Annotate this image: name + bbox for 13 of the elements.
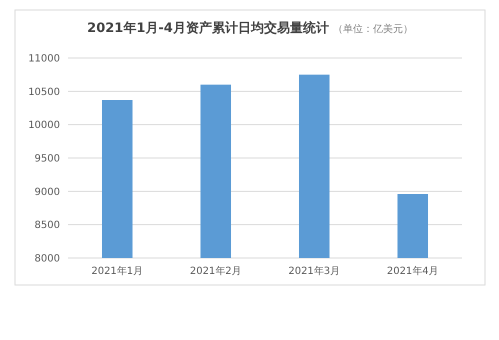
y-tick-label: 9000 [34,186,60,198]
x-tick-label: 2021年1月 [91,265,144,277]
x-tick-label: 2021年2月 [190,265,242,277]
x-tick-label: 2021年3月 [288,265,340,277]
y-tick-label: 10000 [28,120,60,132]
y-tick-label: 10500 [28,86,60,98]
y-tick-label: 8000 [34,254,60,264]
x-tick-label: 2021年4月 [386,265,439,277]
chart-title: 2021年1月-4月资产累计日均交易量统计 [87,20,329,36]
chart-subtitle: （单位：亿美元） [332,23,413,35]
y-tick-label: 8500 [34,220,60,232]
y-tick-label: 11000 [28,54,60,64]
y-tick-label: 9500 [34,154,60,164]
